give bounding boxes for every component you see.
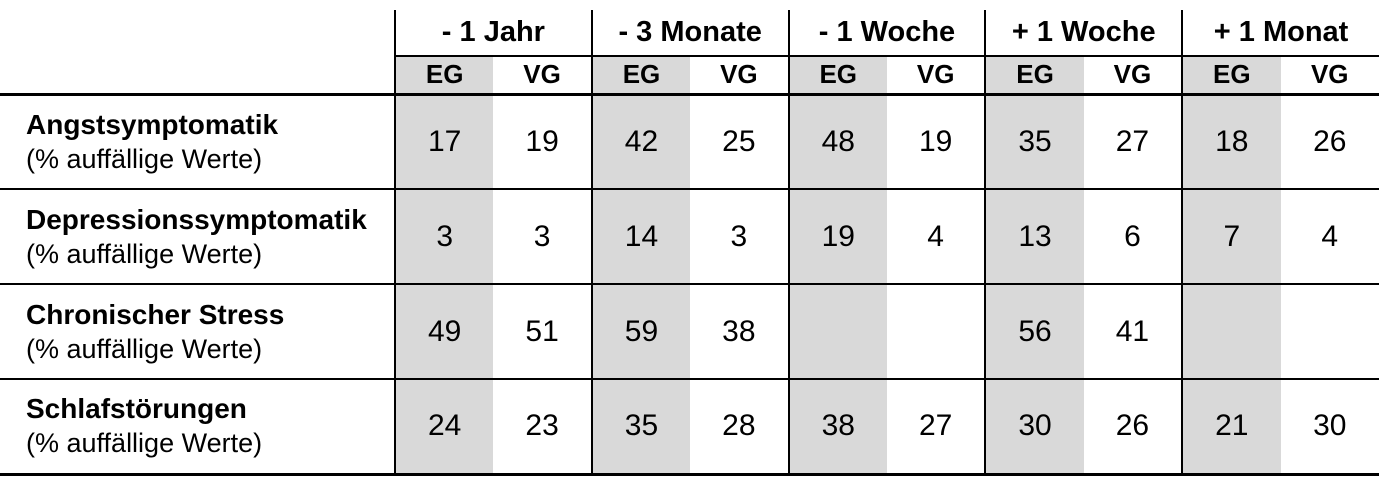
value-cell: 6: [1083, 189, 1183, 285]
subheader-eg: EG: [984, 56, 1084, 96]
subheader-vg: VG: [493, 56, 592, 96]
row-label: Angstsymptomatik (% auffällige Werte): [0, 94, 395, 190]
subheader-vg: VG: [1083, 56, 1183, 96]
value-cell: 48: [787, 94, 887, 190]
period-header-minus-1-woche: - 1 Woche: [787, 10, 986, 57]
subheader-eg: EG: [590, 56, 691, 96]
value-cell-empty: [787, 284, 887, 380]
period-header-plus-1-monat: + 1 Monat: [1181, 10, 1379, 57]
value-cell: 19: [787, 189, 887, 285]
value-cell-empty: [1181, 284, 1281, 380]
value-cell-empty: [886, 284, 986, 380]
row-label-subtitle: (% auffällige Werte): [26, 333, 263, 364]
period-header-minus-3-monate: - 3 Monate: [590, 10, 789, 57]
period-header-row: - 1 Jahr - 3 Monate - 1 Woche + 1 Woche …: [0, 10, 1379, 57]
value-cell: 28: [690, 379, 789, 476]
value-cell: 30: [1280, 379, 1379, 476]
value-cell: 59: [590, 284, 691, 380]
row-label-title: Angstsymptomatik: [26, 108, 279, 140]
subheader-eg: EG: [787, 56, 887, 96]
period-header-minus-1-jahr: - 1 Jahr: [394, 10, 592, 57]
table-row-depressionssymptomatik: Depressionssymptomatik (% auffällige Wer…: [0, 189, 1379, 285]
row-label-title: Schlafstörungen: [26, 393, 247, 425]
value-cell: 13: [984, 189, 1084, 285]
value-cell: 27: [1083, 94, 1183, 190]
value-cell: 23: [493, 379, 592, 476]
table-row-schlafstoerungen: Schlafstörungen (% auffällige Werte) 24 …: [0, 379, 1379, 476]
value-cell: 14: [590, 189, 691, 285]
value-cell: 25: [690, 94, 789, 190]
period-header-plus-1-woche: + 1 Woche: [984, 10, 1183, 57]
value-cell: 17: [393, 94, 494, 190]
value-cell: 27: [886, 379, 986, 476]
value-cell: 21: [1181, 379, 1281, 476]
table-row-chronischer-stress: Chronischer Stress (% auffällige Werte) …: [0, 284, 1379, 380]
value-cell: 4: [1280, 189, 1379, 285]
value-cell: 35: [590, 379, 691, 476]
subheader-eg: EG: [1181, 56, 1281, 96]
row-label-title: Depressionssymptomatik: [26, 203, 367, 235]
value-cell: 24: [393, 379, 494, 476]
group-subheader-row: EG VG EG VG EG VG EG VG EG VG: [0, 56, 1379, 96]
value-cell: 38: [690, 284, 789, 380]
table-row-angstsymptomatik: Angstsymptomatik (% auffällige Werte) 17…: [0, 94, 1379, 190]
value-cell: 38: [787, 379, 887, 476]
value-cell: 51: [493, 284, 592, 380]
value-cell: 7: [1181, 189, 1281, 285]
value-cell: 49: [393, 284, 494, 380]
row-label-title: Chronischer Stress: [26, 298, 285, 330]
value-cell: 3: [393, 189, 494, 285]
label-column-header: [0, 56, 395, 96]
subheader-vg: VG: [1280, 56, 1379, 96]
symptom-results-table: - 1 Jahr - 3 Monate - 1 Woche + 1 Woche …: [0, 10, 1379, 476]
value-cell: 30: [984, 379, 1084, 476]
row-label-subtitle: (% auffällige Werte): [26, 238, 263, 269]
corner-cell: [0, 10, 395, 56]
row-label-subtitle: (% auffällige Werte): [26, 428, 263, 459]
row-label: Schlafstörungen (% auffällige Werte): [0, 379, 395, 476]
value-cell: 41: [1083, 284, 1183, 380]
subheader-vg: VG: [886, 56, 986, 96]
value-cell: 4: [886, 189, 986, 285]
subheader-vg: VG: [690, 56, 789, 96]
row-label: Chronischer Stress (% auffällige Werte): [0, 284, 395, 380]
value-cell: 26: [1083, 379, 1183, 476]
value-cell: 18: [1181, 94, 1281, 190]
subheader-eg: EG: [393, 56, 494, 96]
value-cell: 56: [984, 284, 1084, 380]
value-cell: 19: [493, 94, 592, 190]
value-cell: 26: [1280, 94, 1379, 190]
row-label-subtitle: (% auffällige Werte): [26, 143, 263, 174]
value-cell: 19: [886, 94, 986, 190]
value-cell-empty: [1280, 284, 1379, 380]
value-cell: 42: [590, 94, 691, 190]
value-cell: 35: [984, 94, 1084, 190]
value-cell: 3: [493, 189, 592, 285]
row-label: Depressionssymptomatik (% auffällige Wer…: [0, 189, 395, 285]
value-cell: 3: [690, 189, 789, 285]
